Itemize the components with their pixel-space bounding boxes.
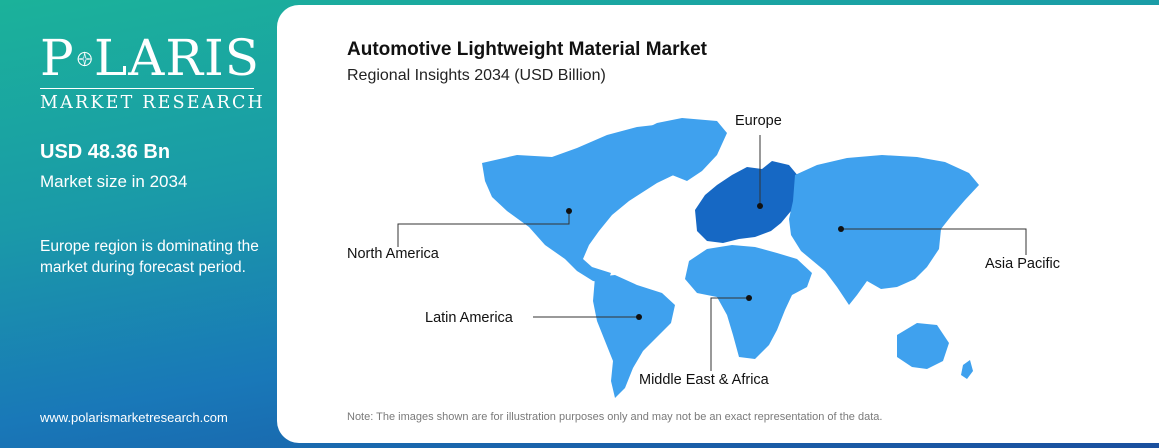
region-shape-asia-pacific xyxy=(789,155,979,305)
chart-title: Automotive Lightweight Material Market xyxy=(347,39,707,60)
marker-asia-pacific xyxy=(838,226,844,232)
marker-latin-america xyxy=(636,314,642,320)
chart-subtitle: Regional Insights 2034 (USD Billion) xyxy=(347,67,606,84)
region-shape-australia xyxy=(897,323,949,369)
region-shape-europe xyxy=(695,161,799,243)
label-middle-east-africa: Middle East & Africa xyxy=(639,372,769,388)
regional-insights-card: Automotive Lightweight Material Market R… xyxy=(277,5,1159,443)
leader-line-north-america xyxy=(397,211,570,247)
info-panel: P LARIS MARKET RESEARCH USD 48.36 Bn Mar… xyxy=(0,0,300,448)
leader-line-asia-pacific xyxy=(841,228,1027,255)
label-asia-pacific: Asia Pacific xyxy=(985,256,1060,272)
market-size-caption: Market size in 2034 xyxy=(40,172,188,191)
region-shape-north-america xyxy=(482,123,717,283)
region-shape-middle-east-africa xyxy=(685,245,812,359)
region-shape-new-zealand xyxy=(961,360,973,379)
market-size-value: USD 48.36 Bn xyxy=(40,141,171,163)
region-shape-greenland xyxy=(637,118,727,181)
logo-tagline: MARKET RESEARCH xyxy=(40,93,265,113)
marker-north-america xyxy=(566,208,572,214)
website-link[interactable]: www.polarismarketresearch.com xyxy=(40,410,228,425)
disclaimer-note: Note: The images shown are for illustrat… xyxy=(347,411,883,423)
compass-star-icon xyxy=(76,51,93,67)
logo-letters-laris: LARIS xyxy=(94,29,260,87)
logo-wordmark: P LARIS xyxy=(40,30,260,86)
leader-line-middle-east-africa xyxy=(710,297,749,371)
marker-middle-east-africa xyxy=(746,295,752,301)
logo-letter-p: P xyxy=(40,29,75,87)
marker-europe xyxy=(757,203,763,209)
polaris-logo: P LARIS MARKET RESEARCH xyxy=(40,30,265,113)
region-shape-latin-america xyxy=(593,275,675,398)
label-north-america: North America xyxy=(347,246,439,262)
world-map xyxy=(397,118,1027,398)
label-europe: Europe xyxy=(735,113,782,129)
dominant-region-insight: Europe region is dominating the market d… xyxy=(40,238,259,276)
label-latin-america: Latin America xyxy=(425,310,513,326)
logo-divider xyxy=(40,88,254,89)
